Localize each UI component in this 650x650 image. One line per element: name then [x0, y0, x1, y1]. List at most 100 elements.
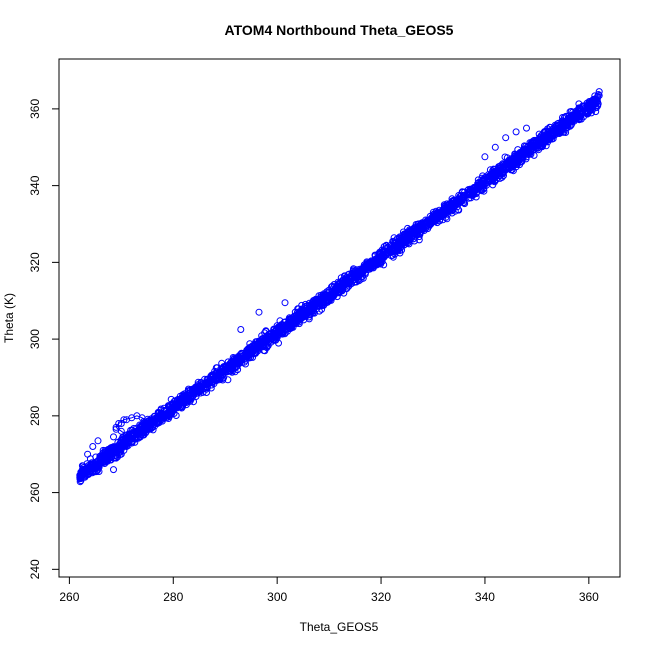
- data-point: [501, 153, 509, 161]
- data-point: [413, 226, 421, 234]
- data-point: [258, 341, 266, 349]
- data-point: [315, 299, 323, 307]
- data-point: [322, 290, 330, 298]
- data-point: [345, 274, 353, 282]
- data-point: [325, 291, 333, 299]
- data-point: [310, 303, 317, 310]
- data-point: [213, 364, 221, 372]
- data-point: [262, 341, 270, 349]
- data-point: [574, 107, 582, 115]
- outlier-point: [255, 308, 263, 316]
- data-point: [382, 241, 390, 249]
- data-point: [523, 145, 530, 153]
- data-point: [389, 246, 397, 254]
- data-point: [224, 376, 232, 384]
- outlier-point: [110, 466, 117, 474]
- data-point: [450, 199, 458, 207]
- data-point: [245, 344, 253, 352]
- data-point: [131, 434, 139, 442]
- data-point: [81, 473, 89, 481]
- data-point: [320, 295, 328, 303]
- data-point: [377, 253, 385, 261]
- data-point: [475, 178, 483, 186]
- outlier-point: [94, 437, 102, 445]
- data-point: [360, 266, 368, 274]
- data-point: [216, 372, 224, 380]
- data-point: [180, 398, 188, 406]
- data-point: [185, 395, 193, 403]
- data-point: [167, 395, 175, 403]
- data-point: [543, 130, 551, 138]
- data-point: [496, 168, 503, 176]
- data-point: [123, 431, 130, 439]
- data-point: [595, 88, 603, 96]
- y-tick-label: 240: [28, 559, 42, 579]
- data-point: [542, 142, 550, 150]
- outlier-point: [112, 425, 120, 433]
- data-point: [143, 420, 151, 427]
- data-point: [115, 420, 123, 427]
- data-point: [422, 222, 430, 230]
- data-point: [564, 115, 572, 122]
- data-point: [164, 410, 172, 418]
- data-point: [460, 191, 468, 199]
- data-point: [190, 391, 198, 399]
- data-point: [138, 423, 145, 431]
- data-point: [138, 428, 146, 436]
- data-point: [357, 275, 365, 283]
- data-point: [149, 423, 156, 431]
- data-point: [221, 368, 229, 376]
- data-point: [167, 410, 175, 418]
- data-point: [242, 352, 250, 360]
- data-point: [497, 164, 504, 172]
- data-point: [398, 237, 406, 245]
- outlier-point: [237, 326, 245, 333]
- data-point: [284, 322, 292, 330]
- data-point: [575, 100, 583, 108]
- y-tick-label: 300: [28, 329, 42, 349]
- data-point: [184, 387, 192, 395]
- y-axis-label: Theta (K): [2, 293, 16, 343]
- data-point: [91, 464, 99, 472]
- data-point: [247, 349, 255, 356]
- data-point: [231, 368, 239, 376]
- x-tick-label: 340: [475, 590, 495, 604]
- data-point: [478, 187, 486, 195]
- data-point: [305, 315, 313, 323]
- data-point: [415, 230, 423, 238]
- outlier-point: [84, 450, 92, 458]
- data-point: [268, 333, 276, 341]
- data-point: [408, 230, 416, 238]
- data-point: [367, 260, 375, 268]
- data-point: [211, 375, 219, 383]
- data-points: [76, 88, 603, 486]
- data-point: [252, 345, 260, 353]
- data-point: [559, 118, 567, 126]
- data-point: [429, 214, 437, 222]
- outlier-point: [512, 128, 520, 136]
- x-tick-label: 280: [163, 590, 183, 604]
- data-point: [343, 278, 350, 286]
- data-point: [346, 276, 354, 284]
- data-point: [455, 206, 463, 214]
- x-tick-label: 300: [267, 590, 287, 604]
- data-point: [580, 103, 588, 111]
- outlier-point: [99, 446, 107, 454]
- data-point: [485, 171, 492, 179]
- data-point: [389, 253, 397, 261]
- data-point: [445, 203, 453, 211]
- data-point: [138, 414, 146, 422]
- y-tick-label: 260: [28, 482, 42, 502]
- data-point: [176, 403, 184, 411]
- data-point: [237, 356, 245, 364]
- y-tick-label: 340: [28, 175, 42, 195]
- data-point: [512, 153, 520, 161]
- data-point: [486, 172, 494, 180]
- outlier-point: [123, 416, 130, 424]
- data-point: [263, 337, 271, 345]
- data-point: [273, 329, 281, 337]
- data-point: [301, 306, 309, 314]
- data-point: [516, 161, 524, 169]
- chart-title: ATOM4 Northbound Theta_GEOS5: [225, 22, 454, 38]
